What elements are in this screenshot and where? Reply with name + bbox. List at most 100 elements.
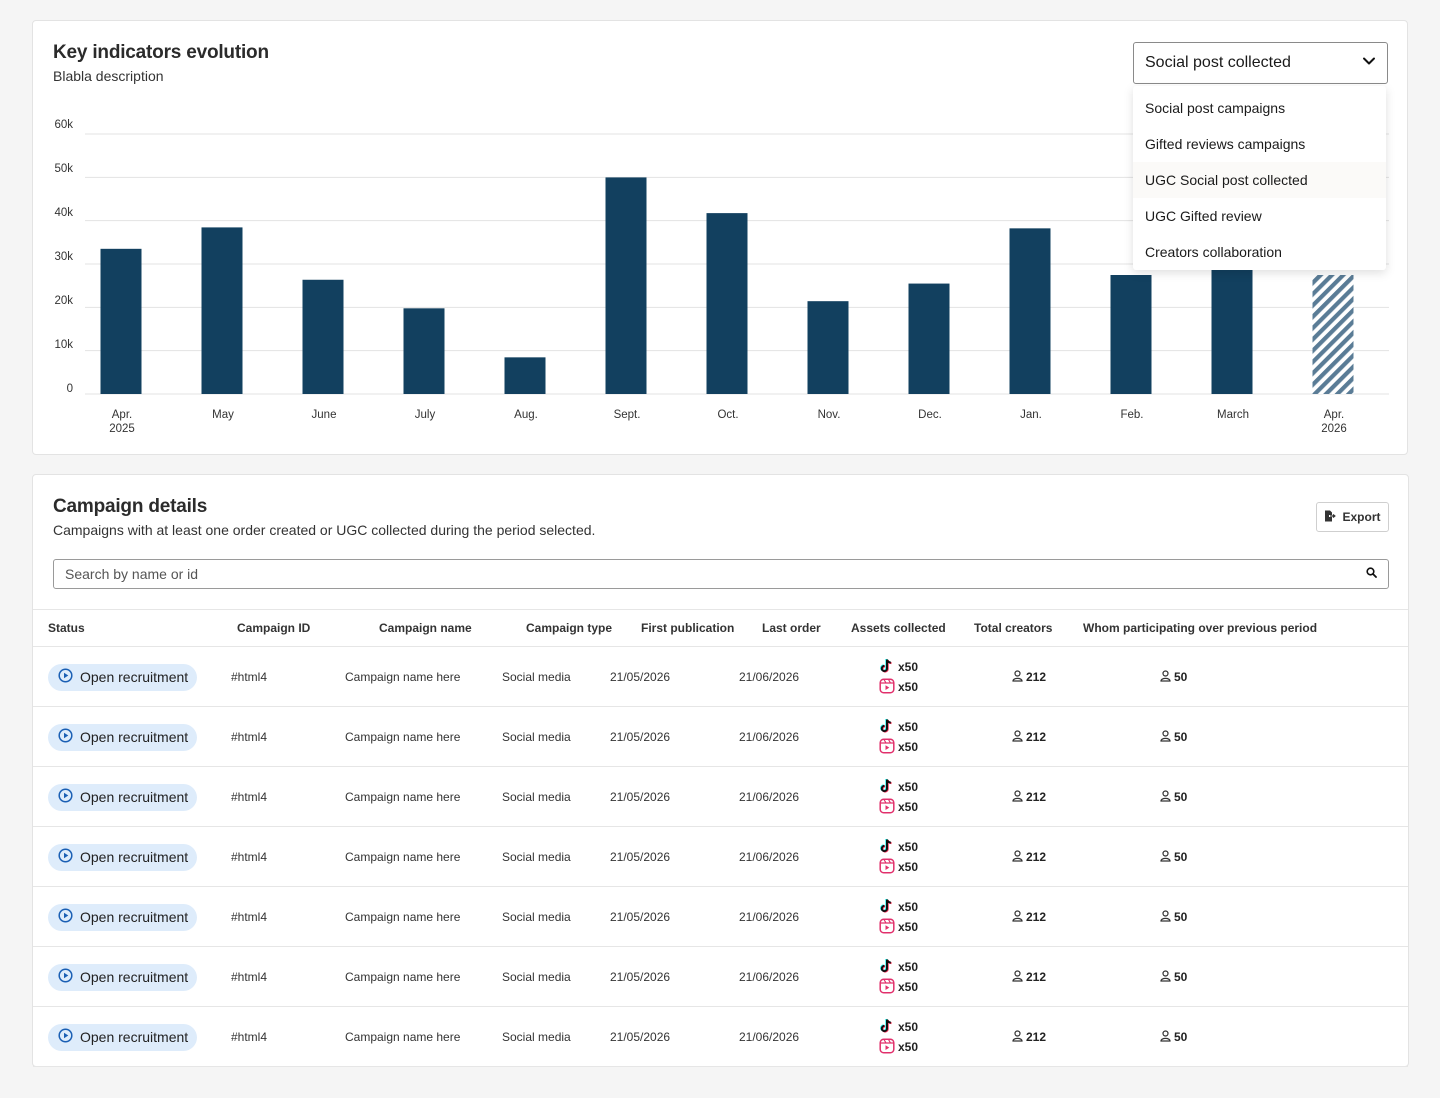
campaign-id: #html4 [231, 670, 268, 684]
first-publication: 21/05/2026 [610, 1030, 671, 1044]
campaign-id: #html4 [231, 730, 268, 744]
table-row[interactable]: Open recruitment #html4 Campaign name he… [33, 1007, 1408, 1067]
last-order: 21/06/2026 [739, 790, 800, 804]
status-label: Open recruitment [80, 789, 189, 805]
campaign-type: Social media [502, 670, 571, 684]
indicator-option[interactable]: Creators collaboration [1145, 244, 1282, 260]
column-assets-collected[interactable]: Assets collected [851, 621, 946, 635]
indicator-select-value: Social post collected [1145, 54, 1291, 71]
campaign-name: Campaign name here [345, 910, 461, 924]
bar [403, 308, 445, 394]
tiktok-count: x50 [898, 840, 919, 854]
status-badge[interactable]: Open recruitment [48, 1023, 198, 1051]
tiktok-count: x50 [898, 1020, 919, 1034]
status-label: Open recruitment [80, 1029, 189, 1045]
column-campaign-type[interactable]: Campaign type [526, 621, 613, 635]
participating-creators: 50 [1160, 1029, 1187, 1045]
bar [302, 279, 344, 394]
tiktok-icon [879, 1018, 895, 1037]
participating-creators: 50 [1160, 789, 1187, 805]
first-publication: 21/05/2026 [610, 670, 671, 684]
indicator-option[interactable]: UGC Social post collected [1133, 162, 1386, 198]
total-creators: 212 [1012, 849, 1046, 865]
user-icon [1012, 1029, 1023, 1045]
first-publication: 21/05/2026 [610, 790, 671, 804]
instagram-reels-icon [879, 857, 895, 877]
search-field [53, 559, 1389, 589]
user-icon [1160, 669, 1171, 685]
bar [1211, 260, 1253, 394]
column-status[interactable]: Status [48, 621, 85, 635]
play-circle-icon [58, 908, 73, 926]
assets-collected: x50 x50 [879, 647, 918, 707]
x-tick-label: Nov. [818, 409, 841, 421]
bar [1110, 275, 1152, 394]
participating-creators: 50 [1160, 849, 1187, 865]
campaign-description: Campaigns with at least one order create… [53, 522, 596, 538]
indicator-option[interactable]: UGC Gifted review [1145, 208, 1262, 224]
status-badge[interactable]: Open recruitment [48, 723, 198, 751]
participating-creators: 50 [1160, 909, 1187, 925]
tiktok-count: x50 [898, 780, 919, 794]
chevron-down-icon [1362, 54, 1376, 73]
column-last-order[interactable]: Last order [762, 621, 821, 635]
play-circle-icon [58, 668, 73, 686]
y-tick-label: 0 [67, 383, 73, 395]
table-row[interactable]: Open recruitment #html4 Campaign name he… [33, 707, 1408, 767]
instagram-reels-icon [879, 737, 895, 757]
bar [201, 227, 243, 394]
column-first-publication[interactable]: First publication [641, 621, 735, 635]
tiktok-icon [879, 958, 895, 977]
bar [908, 283, 950, 394]
status-badge[interactable]: Open recruitment [48, 783, 198, 811]
status-badge[interactable]: Open recruitment [48, 843, 198, 871]
export-button[interactable]: Export [1316, 502, 1389, 532]
last-order: 21/06/2026 [739, 1030, 800, 1044]
key-indicators-chart: 0 10k 20k 30k 40k 50k 60k Apr. 2025 May June July Au… [54, 119, 1389, 435]
campaign-id: #html4 [231, 1030, 268, 1044]
campaign-name: Campaign name here [345, 970, 461, 984]
indicator-option[interactable]: Social post campaigns [1145, 100, 1286, 116]
status-badge[interactable]: Open recruitment [48, 903, 198, 931]
campaign-name: Campaign name here [345, 670, 461, 684]
column-total-creators[interactable]: Total creators [974, 621, 1053, 635]
table-row[interactable]: Open recruitment #html4 Campaign name he… [33, 767, 1408, 827]
status-badge[interactable]: Open recruitment [48, 663, 198, 691]
reels-count: x50 [898, 680, 919, 694]
instagram-reels-icon [879, 977, 895, 997]
y-tick-label: 20k [54, 295, 73, 307]
total-creators: 212 [1012, 729, 1046, 745]
search-icon[interactable] [1366, 565, 1377, 583]
assets-collected: x50 x50 [879, 887, 918, 947]
status-label: Open recruitment [80, 969, 189, 985]
play-circle-icon [58, 848, 73, 866]
table-row[interactable]: Open recruitment #html4 Campaign name he… [33, 887, 1408, 947]
indicator-select[interactable]: Social post collected [1133, 42, 1388, 84]
campaign-name: Campaign name here [345, 730, 461, 744]
total-creators: 212 [1012, 789, 1046, 805]
campaign-id: #html4 [231, 850, 268, 864]
campaign-title: Campaign details [53, 496, 208, 517]
campaign-type: Social media [502, 970, 571, 984]
play-circle-icon [58, 968, 73, 986]
column-campaign-id[interactable]: Campaign ID [237, 621, 311, 635]
table-row[interactable]: Open recruitment #html4 Campaign name he… [33, 647, 1408, 707]
table-row[interactable]: Open recruitment #html4 Campaign name he… [33, 947, 1408, 1007]
reels-count: x50 [898, 920, 919, 934]
last-order: 21/06/2026 [739, 670, 800, 684]
tiktok-count: x50 [898, 960, 919, 974]
indicator-option[interactable]: Gifted reviews campaigns [1145, 136, 1306, 152]
search-input[interactable] [65, 566, 1366, 582]
first-publication: 21/05/2026 [610, 730, 671, 744]
assets-collected: x50 x50 [879, 947, 918, 1007]
total-creators: 212 [1012, 909, 1046, 925]
first-publication: 21/05/2026 [610, 970, 671, 984]
column-participating-previous-period[interactable]: Whom participating over previous period [1083, 621, 1318, 635]
status-badge[interactable]: Open recruitment [48, 963, 198, 991]
table-row[interactable]: Open recruitment #html4 Campaign name he… [33, 827, 1408, 887]
chart-title: Key indicators evolution [53, 42, 269, 63]
column-campaign-name[interactable]: Campaign name [379, 621, 472, 635]
participating-creators: 50 [1160, 669, 1187, 685]
reels-count: x50 [898, 1040, 919, 1054]
user-icon [1012, 789, 1023, 805]
